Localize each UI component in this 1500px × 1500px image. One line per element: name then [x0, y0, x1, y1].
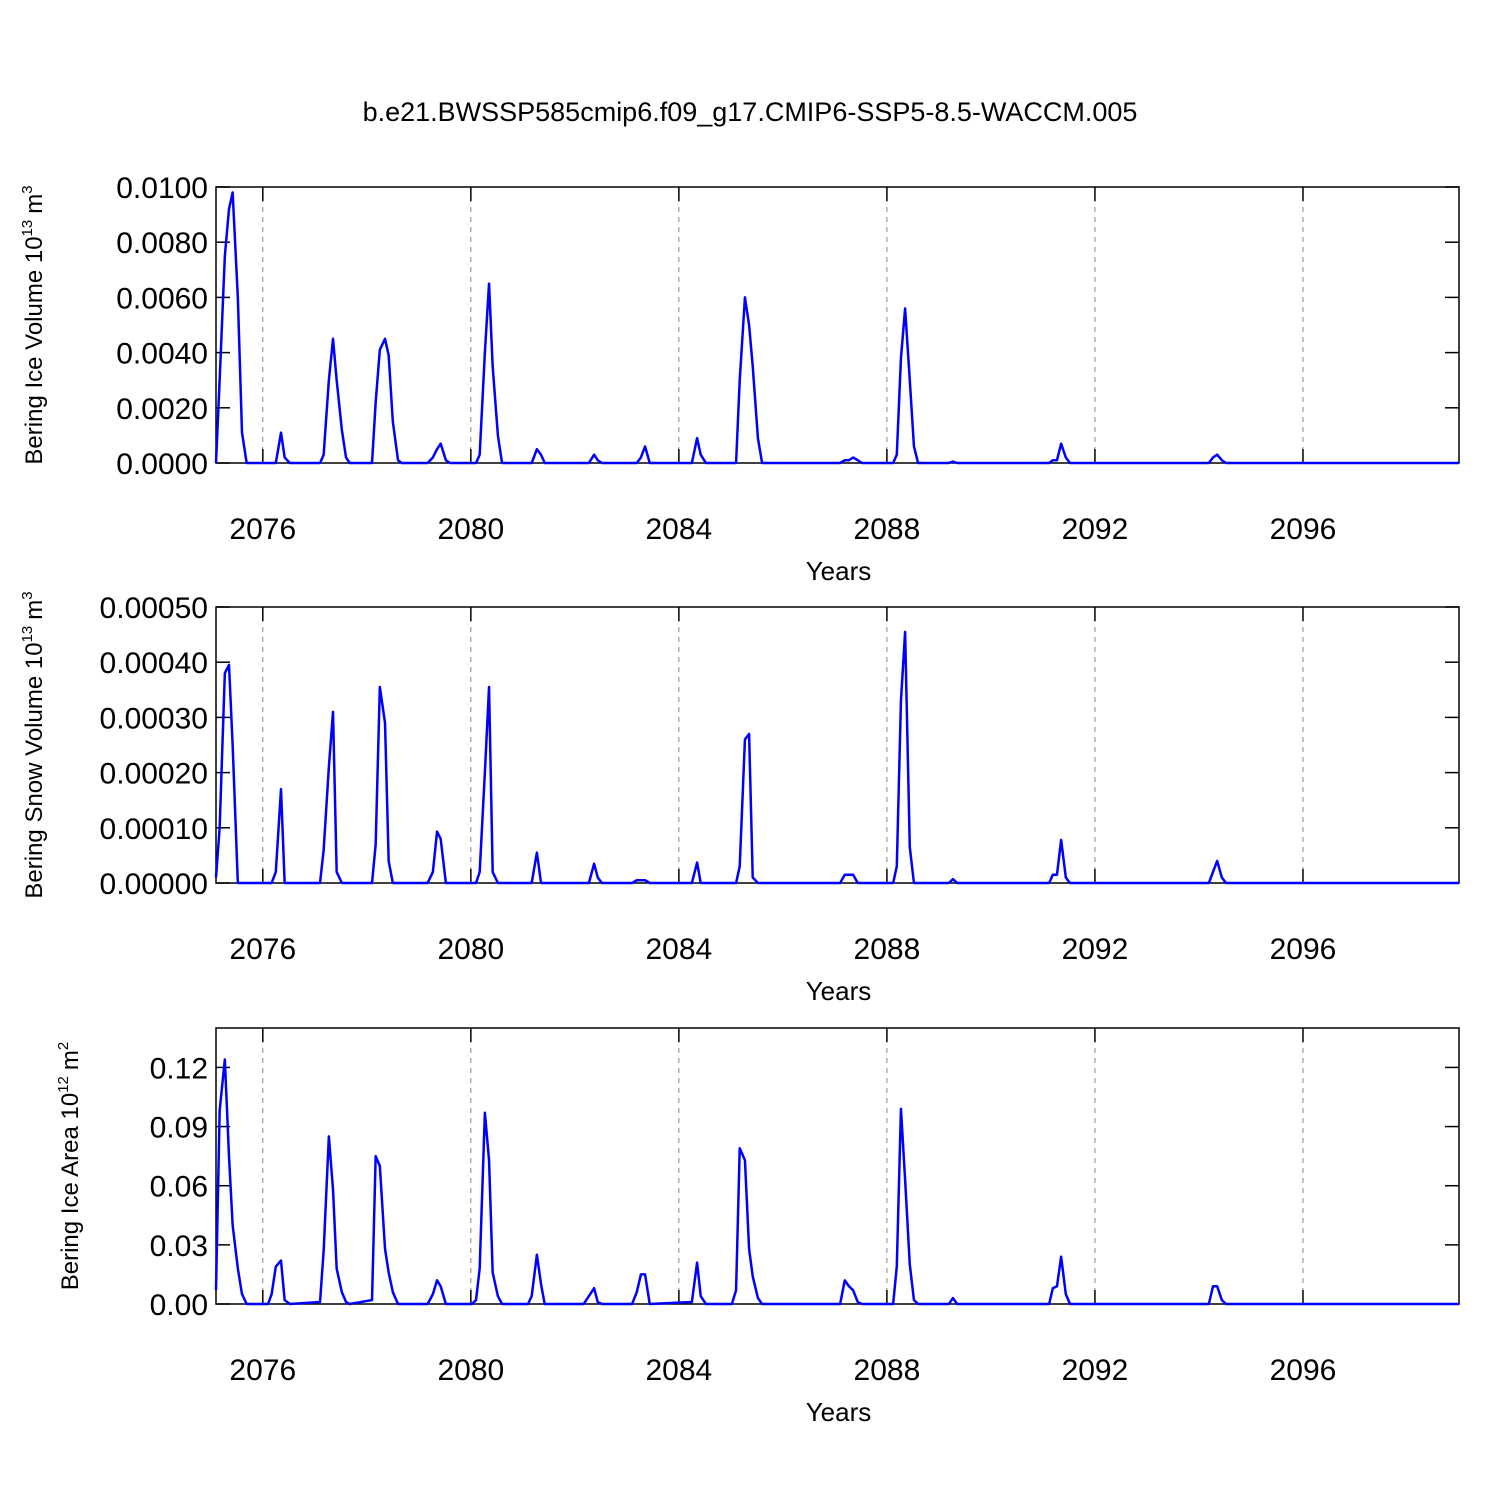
y-axis-title-unit: m — [21, 194, 48, 214]
y-tick-label: 0.0100 — [116, 172, 208, 205]
y-tick-label: 0.09 — [150, 1112, 208, 1145]
y-axis-title: Bering Ice Area 1012 m2 — [55, 1042, 84, 1291]
y-axis-title-unit: m — [21, 600, 48, 620]
y-tick-label: 0.0060 — [116, 282, 208, 315]
y-axis-title-unit-exponent: 3 — [19, 591, 36, 599]
x-axis-title: Years — [806, 976, 872, 1006]
data-line — [214, 1058, 1459, 1306]
y-tick-label: 0.00 — [150, 1289, 208, 1322]
plot-frame — [215, 1027, 1460, 1305]
y-tick-label: 0.12 — [150, 1052, 208, 1085]
y-axis-title-exponent: 13 — [19, 626, 36, 643]
y-tick-label: 0.00000 — [100, 868, 208, 901]
x-tick-label: 2084 — [645, 933, 712, 966]
y-axis-title-exponent: 13 — [19, 220, 36, 237]
x-tick-label: 2080 — [437, 933, 504, 966]
data-line — [214, 191, 1459, 465]
x-tick-label: 2088 — [854, 1354, 921, 1387]
x-tick-label: 2096 — [1270, 1354, 1337, 1387]
y-tick-label: 0.00050 — [100, 592, 208, 625]
x-tick-label: 2076 — [229, 1354, 296, 1387]
x-tick-label: 2080 — [437, 513, 504, 546]
x-tick-label: 2092 — [1062, 513, 1129, 546]
x-tick-label: 2084 — [645, 1354, 712, 1387]
y-tick-label: 0.03 — [150, 1230, 208, 1263]
y-tick-label: 0.00010 — [100, 813, 208, 846]
y-axis-title-unit-exponent: 2 — [55, 1042, 72, 1050]
y-axis-title-text: Bering Ice Volume 10 — [21, 236, 48, 464]
x-axis-title: Years — [806, 556, 872, 586]
x-tick-label: 2084 — [645, 513, 712, 546]
x-tick-label: 2076 — [229, 933, 296, 966]
y-axis-title-text: Bering Snow Volume 10 — [21, 642, 48, 898]
y-tick-label: 0.0080 — [116, 227, 208, 260]
y-tick-label: 0.00020 — [100, 758, 208, 791]
x-tick-label: 2092 — [1062, 1354, 1129, 1387]
y-axis-title-unit-exponent: 3 — [19, 185, 36, 193]
y-axis-title-exponent: 12 — [55, 1076, 72, 1093]
y-axis-title: Bering Ice Volume 1013 m3 — [19, 185, 48, 464]
x-tick-label: 2080 — [437, 1354, 504, 1387]
y-axis-title: Bering Snow Volume 1013 m3 — [19, 591, 48, 898]
chart-title: b.e21.BWSSP585cmip6.f09_g17.CMIP6-SSP5-8… — [363, 97, 1138, 127]
y-axis-title-text: Bering Ice Area 10 — [57, 1093, 84, 1290]
y-tick-label: 0.0000 — [116, 448, 208, 481]
plot-frame — [215, 606, 1460, 884]
data-line — [214, 630, 1459, 885]
y-tick-label: 0.00030 — [100, 702, 208, 735]
x-tick-label: 2076 — [229, 513, 296, 546]
y-tick-label: 0.00040 — [100, 647, 208, 680]
y-tick-label: 0.0020 — [116, 393, 208, 426]
x-axis-title: Years — [806, 1397, 872, 1427]
y-tick-label: 0.06 — [150, 1171, 208, 1204]
y-tick-label: 0.0040 — [116, 338, 208, 371]
x-tick-label: 2096 — [1270, 933, 1337, 966]
x-tick-label: 2088 — [854, 933, 921, 966]
x-tick-label: 2088 — [854, 513, 921, 546]
x-tick-label: 2096 — [1270, 513, 1337, 546]
x-tick-label: 2092 — [1062, 933, 1129, 966]
plot-frame — [215, 186, 1460, 464]
y-axis-title-unit: m — [57, 1050, 84, 1070]
